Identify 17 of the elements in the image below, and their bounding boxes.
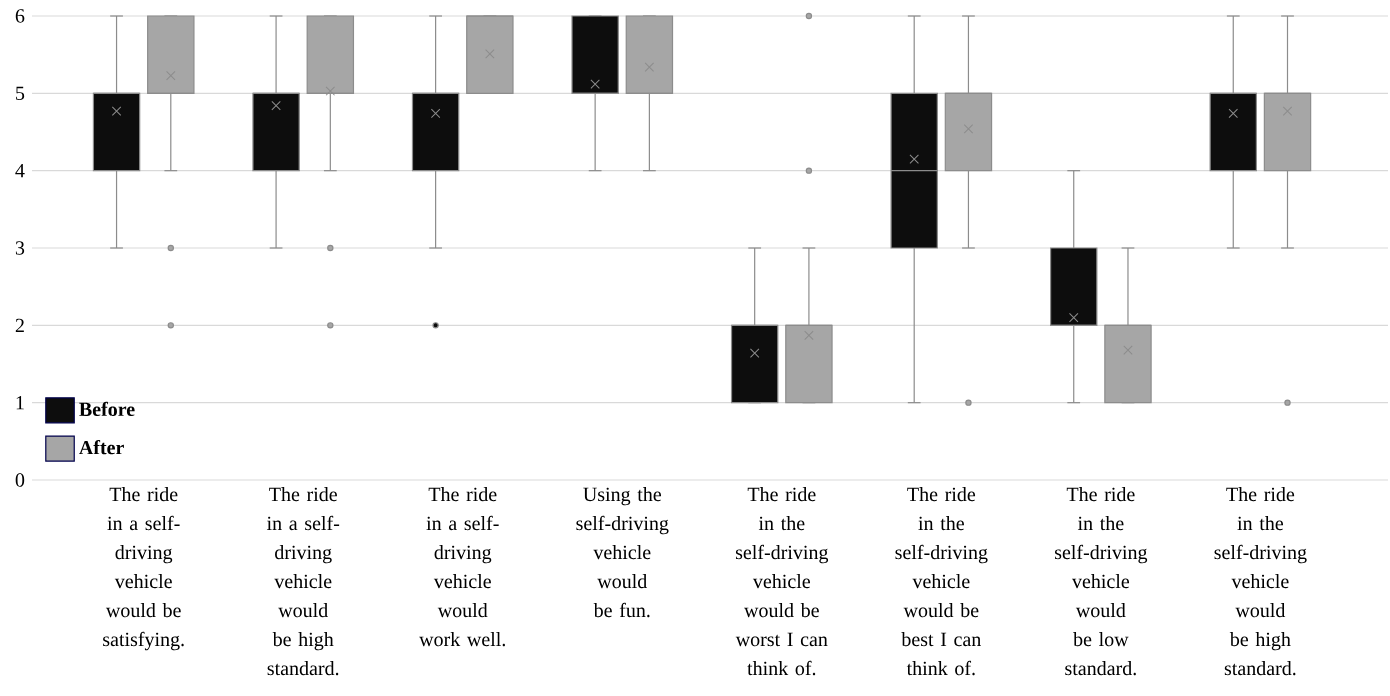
x-tick-label: The ride in a self-driving vehicle would work well. (419, 487, 505, 647)
x-tick-label: The ride in a self-driving vehicle would be high standard. (266, 487, 340, 676)
x-tick-label: The ride in the self-driving vehicle would be high standard. (1214, 487, 1307, 676)
y-tick-label: 3 (15, 241, 25, 255)
y-tick-label: 4 (15, 164, 25, 178)
x-tick-label: The ride in the self-driving vehicle would be best I can think of. (895, 487, 988, 676)
y-tick-label: 1 (16, 396, 24, 410)
legend-label: Before (79, 401, 135, 417)
y-tick-label: 0 (15, 473, 25, 487)
x-tick-label: The ride in the self-driving vehicle would be low standard. (1055, 487, 1148, 676)
x-tick-label: The ride in the self-driving vehicle would be worst I can think of. (735, 487, 829, 676)
y-tick-label: 6 (15, 9, 25, 23)
y-tick-label: 2 (15, 318, 24, 332)
x-tick-label: Using the self-driving vehicle would be fun. (576, 487, 669, 618)
x-tick-label: The ride in a self-driving vehicle would be satisfying. (103, 487, 184, 651)
legend-label: After (79, 440, 124, 455)
y-tick-label: 5 (16, 86, 25, 100)
